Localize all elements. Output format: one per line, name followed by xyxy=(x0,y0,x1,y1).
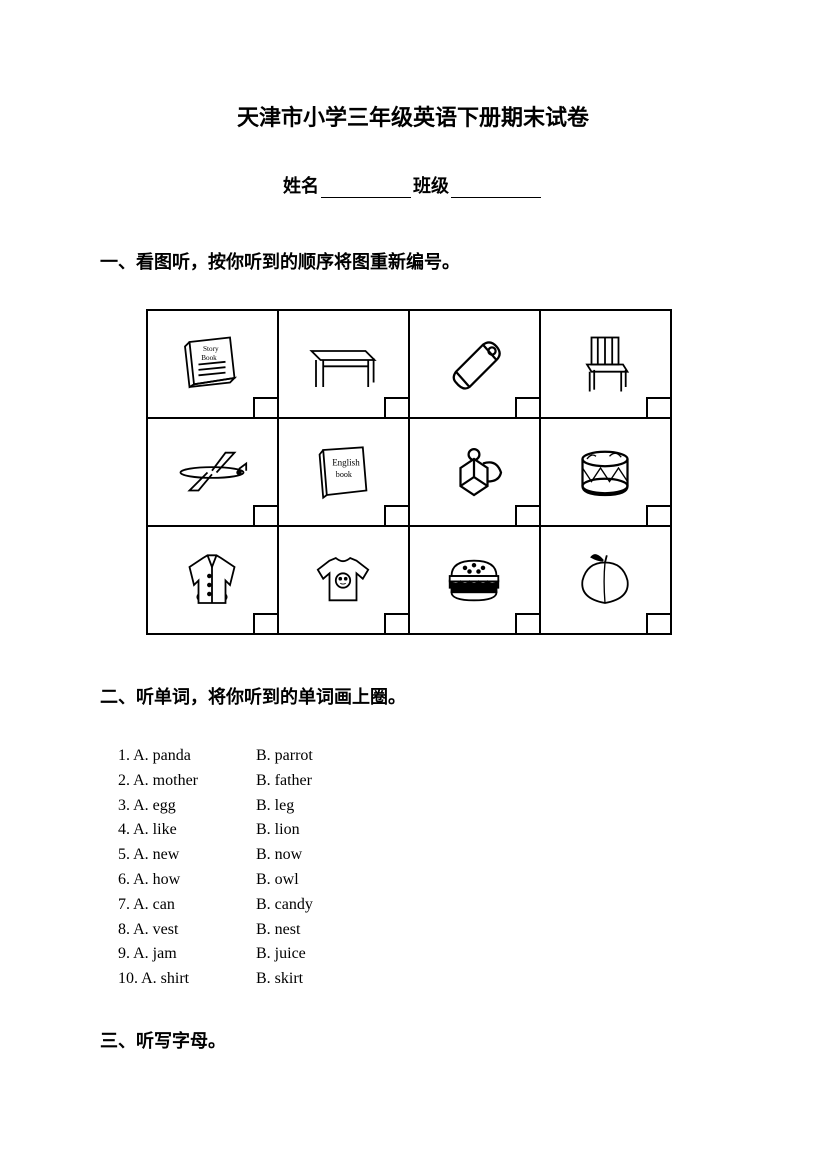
number-box[interactable] xyxy=(515,397,541,419)
word-row: 7. A. canB. candy xyxy=(118,893,726,918)
word-row: 8. A. vestB. nest xyxy=(118,918,726,943)
word-row: 5. A. newB. now xyxy=(118,843,726,868)
option-a: 3. A. egg xyxy=(118,794,256,819)
image-grid: StoryBook English book xyxy=(146,309,681,633)
svg-text:English: English xyxy=(332,457,360,467)
number-box[interactable] xyxy=(384,505,410,527)
word-row: 4. A. likeB. lion xyxy=(118,818,726,843)
jacket-icon xyxy=(167,543,257,618)
option-a: 2. A. mother xyxy=(118,769,256,794)
number-box[interactable] xyxy=(384,397,410,419)
grid-row: StoryBook xyxy=(146,309,681,417)
number-box[interactable] xyxy=(646,397,672,419)
word-row: 6. A. howB. owl xyxy=(118,868,726,893)
drum-icon xyxy=(560,435,650,510)
option-a: 6. A. how xyxy=(118,868,256,893)
story-book-icon: StoryBook xyxy=(167,327,257,402)
word-row: 10. A. shirtB. skirt xyxy=(118,967,726,992)
number-box[interactable] xyxy=(646,613,672,635)
option-a: 7. A. can xyxy=(118,893,256,918)
grid-cell-chair xyxy=(539,309,672,419)
option-a: 9. A. jam xyxy=(118,942,256,967)
option-b: B. nest xyxy=(256,918,376,943)
option-b: B. father xyxy=(256,769,376,794)
option-a: 4. A. like xyxy=(118,818,256,843)
sharpener-icon xyxy=(429,435,519,510)
word-list: 1. A. pandaB. parrot 2. A. motherB. fath… xyxy=(118,744,726,992)
grid-cell-airplane xyxy=(146,417,279,527)
grid-cell-sharpener xyxy=(408,417,541,527)
grid-cell-story-book: StoryBook xyxy=(146,309,279,419)
grid-row: English book xyxy=(146,417,681,525)
option-b: B. lion xyxy=(256,818,376,843)
option-b: B. leg xyxy=(256,794,376,819)
word-row: 1. A. pandaB. parrot xyxy=(118,744,726,769)
section3-heading: 三、听写字母。 xyxy=(100,1027,726,1053)
grid-cell-hamburger xyxy=(408,525,541,635)
svg-text:book: book xyxy=(336,470,353,479)
option-a: 5. A. new xyxy=(118,843,256,868)
number-box[interactable] xyxy=(384,613,410,635)
student-info: 姓名 班级 xyxy=(100,172,726,198)
option-b: B. juice xyxy=(256,942,376,967)
class-blank[interactable] xyxy=(451,180,541,198)
number-box[interactable] xyxy=(253,397,279,419)
number-box[interactable] xyxy=(646,505,672,527)
grid-cell-drum xyxy=(539,417,672,527)
grid-cell-tshirt xyxy=(277,525,410,635)
number-box[interactable] xyxy=(515,613,541,635)
svg-text:Book: Book xyxy=(201,354,217,362)
desk-icon xyxy=(298,327,388,402)
number-box[interactable] xyxy=(253,505,279,527)
option-b: B. now xyxy=(256,843,376,868)
svg-text:Story: Story xyxy=(203,345,219,353)
grid-row xyxy=(146,525,681,633)
word-row: 2. A. motherB. father xyxy=(118,769,726,794)
option-a: 1. A. panda xyxy=(118,744,256,769)
option-b: B. owl xyxy=(256,868,376,893)
word-row: 3. A. eggB. leg xyxy=(118,794,726,819)
tshirt-icon xyxy=(298,543,388,618)
crayon-icon xyxy=(429,327,519,402)
section2-heading: 二、听单词，将你听到的单词画上圈。 xyxy=(100,683,726,709)
grid-cell-peach xyxy=(539,525,672,635)
grid-cell-jacket xyxy=(146,525,279,635)
option-b: B. parrot xyxy=(256,744,376,769)
peach-icon xyxy=(560,543,650,618)
word-row: 9. A. jamB. juice xyxy=(118,942,726,967)
grid-cell-crayon xyxy=(408,309,541,419)
hamburger-icon xyxy=(429,543,519,618)
section1-heading: 一、看图听，按你听到的顺序将图重新编号。 xyxy=(100,248,726,274)
number-box[interactable] xyxy=(253,613,279,635)
option-b: B. skirt xyxy=(256,967,376,992)
english-book-icon: English book xyxy=(298,435,388,510)
name-label: 姓名 xyxy=(283,176,319,196)
option-b: B. candy xyxy=(256,893,376,918)
airplane-icon xyxy=(167,435,257,510)
option-a: 10. A. shirt xyxy=(118,967,256,992)
number-box[interactable] xyxy=(515,505,541,527)
grid-cell-english-book: English book xyxy=(277,417,410,527)
option-a: 8. A. vest xyxy=(118,918,256,943)
class-label: 班级 xyxy=(413,176,449,196)
name-blank[interactable] xyxy=(321,180,411,198)
grid-cell-desk xyxy=(277,309,410,419)
page-title: 天津市小学三年级英语下册期末试卷 xyxy=(100,100,726,132)
chair-icon xyxy=(560,327,650,402)
